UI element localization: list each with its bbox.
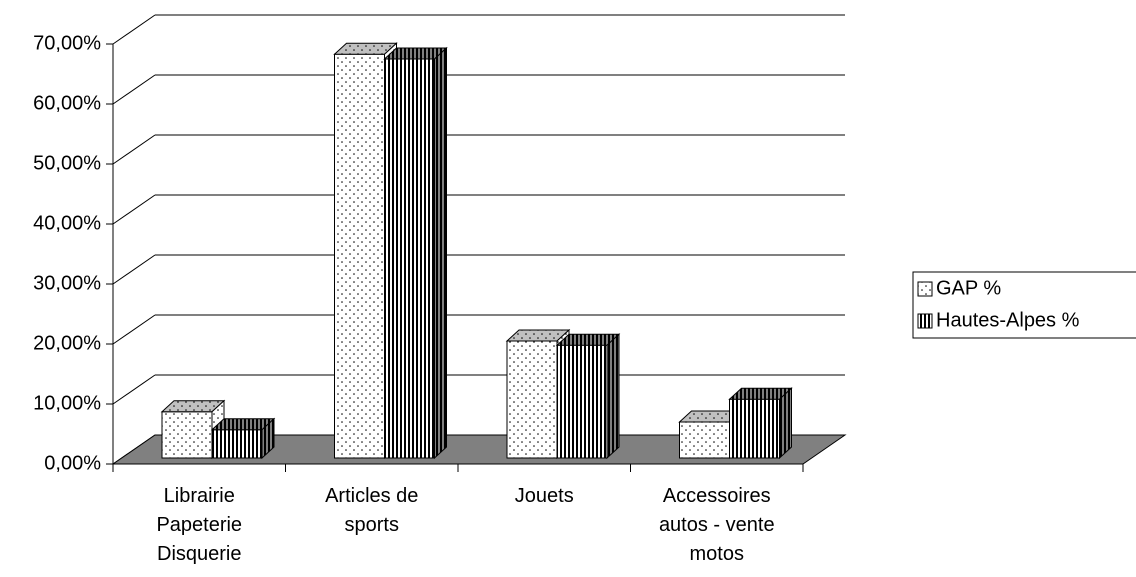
y-tick-label: 10,00% (33, 392, 101, 414)
bar-front (211, 429, 263, 459)
grid-line (112, 74, 156, 105)
legend-swatch (917, 313, 933, 329)
y-tick-label: 20,00% (33, 332, 101, 354)
bar-side (606, 333, 620, 460)
y-tick-label: 60,00% (33, 92, 101, 114)
bar-side (434, 46, 447, 460)
y-tick-label: 0,00% (44, 452, 101, 474)
bar-front (506, 340, 558, 459)
legend-label: Hautes-Alpes % (936, 309, 1080, 331)
grid-line (112, 374, 156, 405)
x-tick-label: Librairie Papeterie Disquerie (156, 485, 243, 565)
bar-side (261, 417, 275, 460)
bar-front (556, 344, 608, 459)
bar-front (384, 58, 435, 459)
bar-side (779, 387, 792, 460)
grid-line (112, 314, 156, 345)
bar-front (334, 53, 385, 459)
x-tick-label: Articles de sports (325, 485, 419, 536)
grid-line (112, 14, 156, 45)
y-tick-label: 30,00% (33, 272, 101, 294)
legend-box (912, 271, 1136, 339)
y-tick-label: 40,00% (33, 212, 101, 234)
bar-front (729, 398, 780, 459)
grid-line (112, 134, 156, 165)
bar-front (679, 421, 730, 459)
x-tick-label: Accessoires autos - vente motos (658, 485, 775, 565)
y-tick-label: 50,00% (33, 152, 101, 174)
grid-line (112, 194, 156, 225)
bar-front (161, 411, 213, 459)
legend-label: GAP % (936, 277, 1001, 299)
legend-swatch (917, 281, 933, 297)
grid-line (112, 254, 156, 285)
y-tick-label: 70,00% (33, 32, 101, 54)
x-tick-label: Jouets (514, 485, 574, 507)
